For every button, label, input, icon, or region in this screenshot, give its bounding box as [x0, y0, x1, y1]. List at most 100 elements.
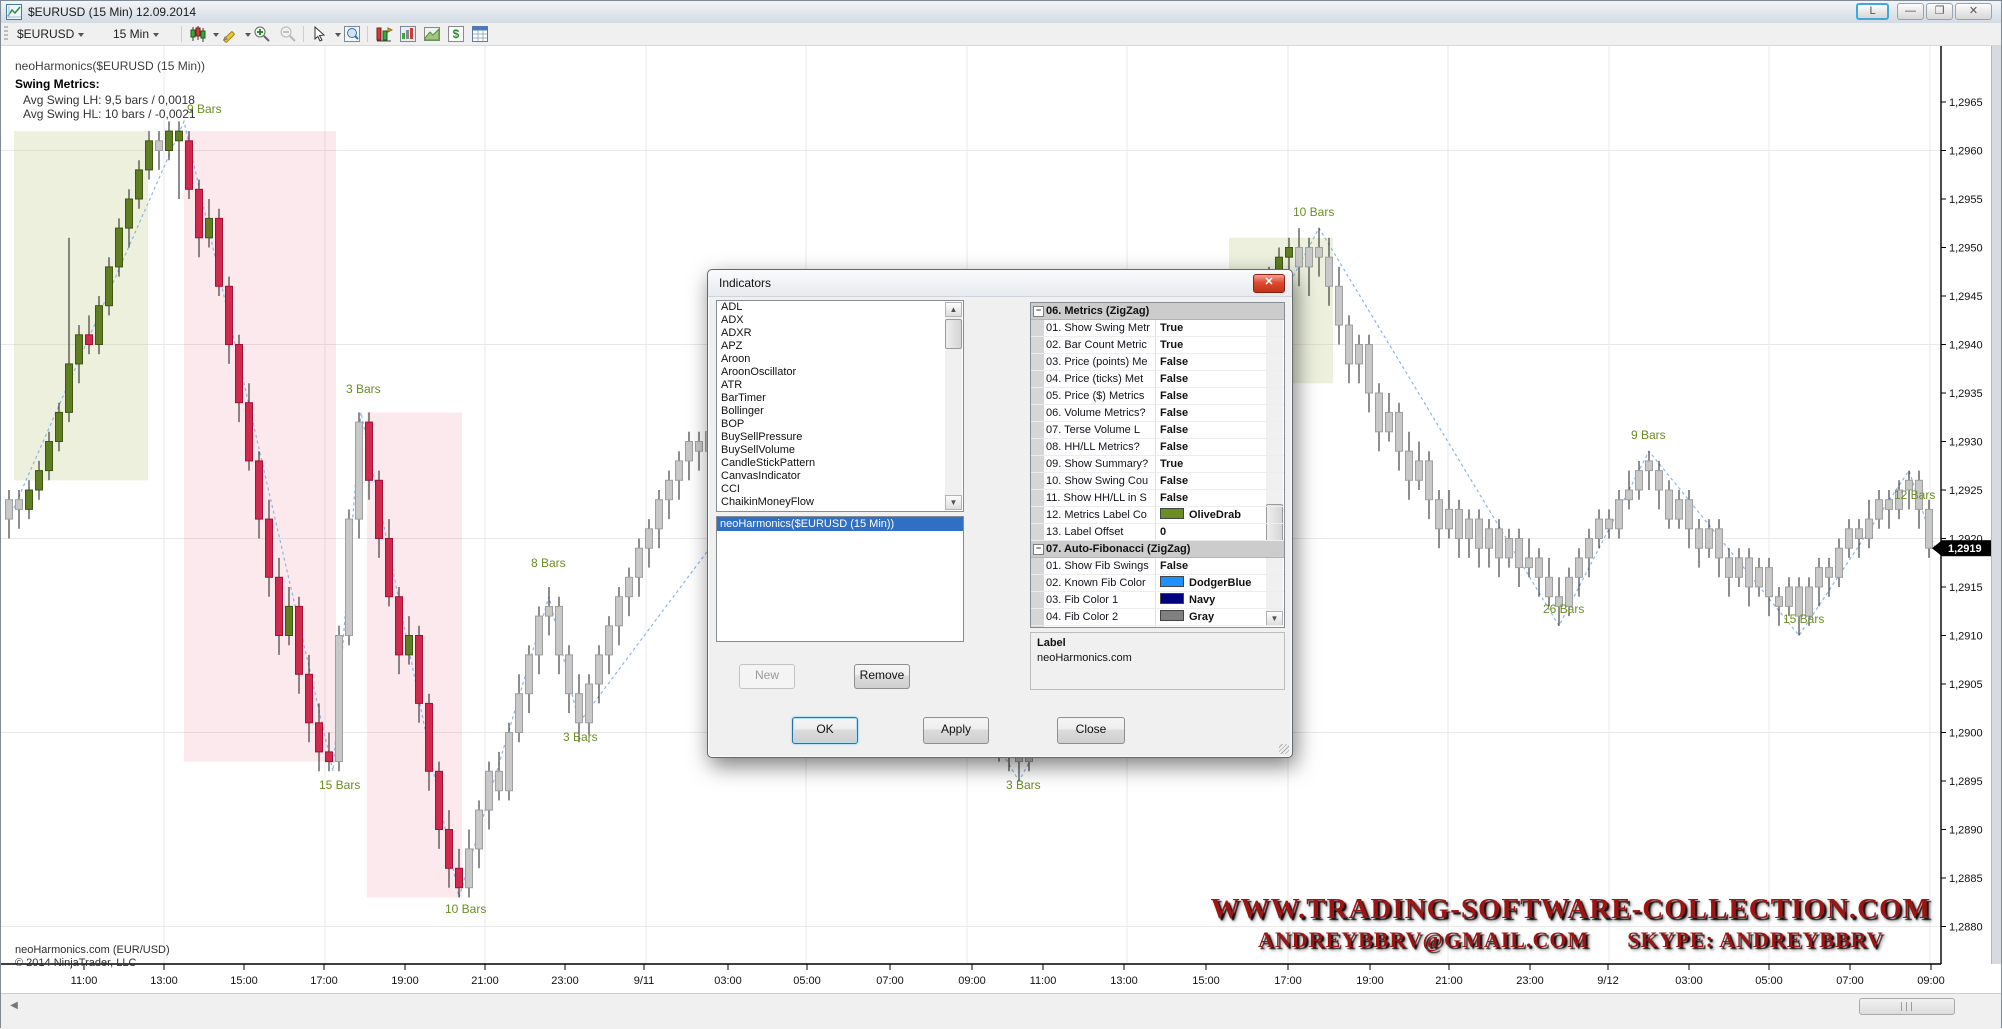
candle[interactable] — [1385, 411, 1393, 433]
candle[interactable] — [1665, 489, 1673, 520]
chart-style-icon[interactable] — [189, 25, 207, 43]
indicator-list-item[interactable]: ChaikinMoneyFlow — [721, 496, 814, 508]
candle[interactable] — [635, 547, 643, 578]
candle[interactable] — [375, 479, 383, 539]
property-section-header[interactable]: 06. Metrics (ZigZag) — [1031, 303, 1284, 320]
candle[interactable] — [295, 605, 303, 675]
indicator-list-item[interactable]: Bollinger — [721, 405, 764, 417]
candle[interactable] — [1695, 528, 1703, 549]
applied-indicators-list[interactable]: neoHarmonics($EURUSD (15 Min)) — [716, 516, 964, 642]
chevron-down-icon[interactable] — [213, 33, 219, 37]
zoom-in-icon[interactable] — [253, 25, 271, 43]
chart-trader-icon[interactable] — [399, 25, 417, 43]
candle[interactable] — [1295, 247, 1303, 268]
indicator-list-item[interactable]: BOP — [721, 418, 745, 430]
candle[interactable] — [1485, 528, 1493, 549]
candle[interactable] — [1895, 489, 1903, 510]
chevron-down-icon[interactable] — [335, 33, 341, 37]
candle[interactable] — [1345, 324, 1353, 365]
candle[interactable] — [335, 635, 343, 763]
candle[interactable] — [1605, 518, 1613, 530]
candle[interactable] — [135, 169, 143, 200]
drawing-tools-icon[interactable] — [221, 25, 239, 43]
candle[interactable] — [355, 421, 363, 520]
candle[interactable] — [205, 217, 213, 239]
candle[interactable] — [245, 402, 253, 462]
candle[interactable] — [665, 479, 673, 501]
candle[interactable] — [1835, 547, 1843, 578]
link-button[interactable]: L — [1856, 3, 1889, 20]
candle[interactable] — [585, 683, 593, 724]
candle[interactable] — [475, 809, 483, 850]
candle[interactable] — [1645, 460, 1653, 472]
candle[interactable] — [1905, 479, 1913, 491]
candle[interactable] — [35, 470, 43, 491]
candle[interactable] — [55, 411, 63, 442]
indicator-list-item[interactable]: ATR — [721, 379, 743, 391]
restore-button[interactable]: ❐ — [1926, 3, 1953, 20]
candle[interactable] — [1655, 470, 1663, 491]
candle[interactable] — [465, 848, 473, 889]
candle[interactable] — [1815, 567, 1823, 588]
candle[interactable] — [365, 421, 373, 481]
candle[interactable] — [175, 130, 183, 142]
dialog-resize-grip[interactable] — [1279, 744, 1289, 754]
candle[interactable] — [555, 605, 563, 656]
property-row[interactable]: 08. HH/LL Metrics? False — [1031, 439, 1284, 456]
candle[interactable] — [405, 635, 413, 656]
indicator-list-item[interactable]: BarTimer — [721, 392, 766, 404]
property-row[interactable]: 10. Show Swing Cou False — [1031, 473, 1284, 490]
candle[interactable] — [505, 732, 513, 792]
candle[interactable] — [1455, 508, 1463, 539]
candle[interactable] — [1545, 576, 1553, 598]
candle[interactable] — [1685, 499, 1693, 530]
candle[interactable] — [185, 140, 193, 190]
property-row[interactable]: 12. Metrics Label Co OliveDrab — [1031, 507, 1284, 524]
candle[interactable] — [1915, 479, 1923, 510]
candle[interactable] — [25, 489, 33, 510]
candle[interactable] — [1465, 518, 1473, 539]
collapse-icon[interactable] — [1033, 306, 1044, 317]
indicator-list-item[interactable]: CCI — [721, 483, 740, 495]
candle[interactable] — [225, 285, 233, 345]
dialog-titlebar[interactable]: Indicators ✕ — [708, 270, 1292, 297]
candle[interactable] — [195, 188, 203, 239]
dialog-close-icon[interactable]: ✕ — [1253, 274, 1285, 293]
candle[interactable] — [695, 441, 703, 452]
minimize-button[interactable]: — — [1897, 3, 1924, 20]
horizontal-scrollbar[interactable]: ◀ — [1, 993, 2001, 1029]
candle[interactable] — [265, 518, 273, 578]
candle[interactable] — [1875, 499, 1883, 520]
account-icon[interactable]: $ — [447, 25, 465, 43]
candle[interactable] — [75, 334, 83, 365]
candle[interactable] — [115, 227, 123, 268]
toolbar-grip[interactable] — [4, 26, 8, 42]
indicator-list-item[interactable]: ADXR — [721, 327, 752, 339]
candle[interactable] — [435, 770, 443, 830]
candle[interactable] — [385, 538, 393, 598]
candle[interactable] — [1585, 538, 1593, 559]
candle[interactable] — [1635, 470, 1643, 491]
candle[interactable] — [415, 635, 423, 704]
candle[interactable] — [615, 596, 623, 627]
new-button[interactable]: New — [739, 664, 795, 689]
instrument-selector[interactable]: $EURUSD — [17, 26, 85, 42]
indicator-list-item[interactable]: ADL — [721, 301, 743, 313]
property-row[interactable]: 01. Show Fib Swings False — [1031, 558, 1284, 575]
candle[interactable] — [125, 198, 133, 229]
indicator-list-item[interactable]: BuySellVolume — [721, 444, 795, 456]
candle[interactable] — [305, 673, 313, 724]
indicator-list-item[interactable]: APZ — [721, 340, 743, 352]
candle[interactable] — [1845, 528, 1853, 549]
property-row[interactable]: 06. Volume Metrics? False — [1031, 405, 1284, 422]
candle[interactable] — [1865, 518, 1873, 539]
property-row[interactable]: 03. Fib Color 1 Navy — [1031, 592, 1284, 609]
candle[interactable] — [455, 867, 463, 889]
candle[interactable] — [1315, 247, 1323, 258]
property-row[interactable]: 11. Show HH/LL in S False — [1031, 490, 1284, 507]
candle[interactable] — [1675, 499, 1683, 520]
candle[interactable] — [1735, 557, 1743, 578]
candle[interactable] — [165, 130, 173, 152]
candle[interactable] — [395, 596, 403, 656]
candle[interactable] — [545, 605, 553, 617]
